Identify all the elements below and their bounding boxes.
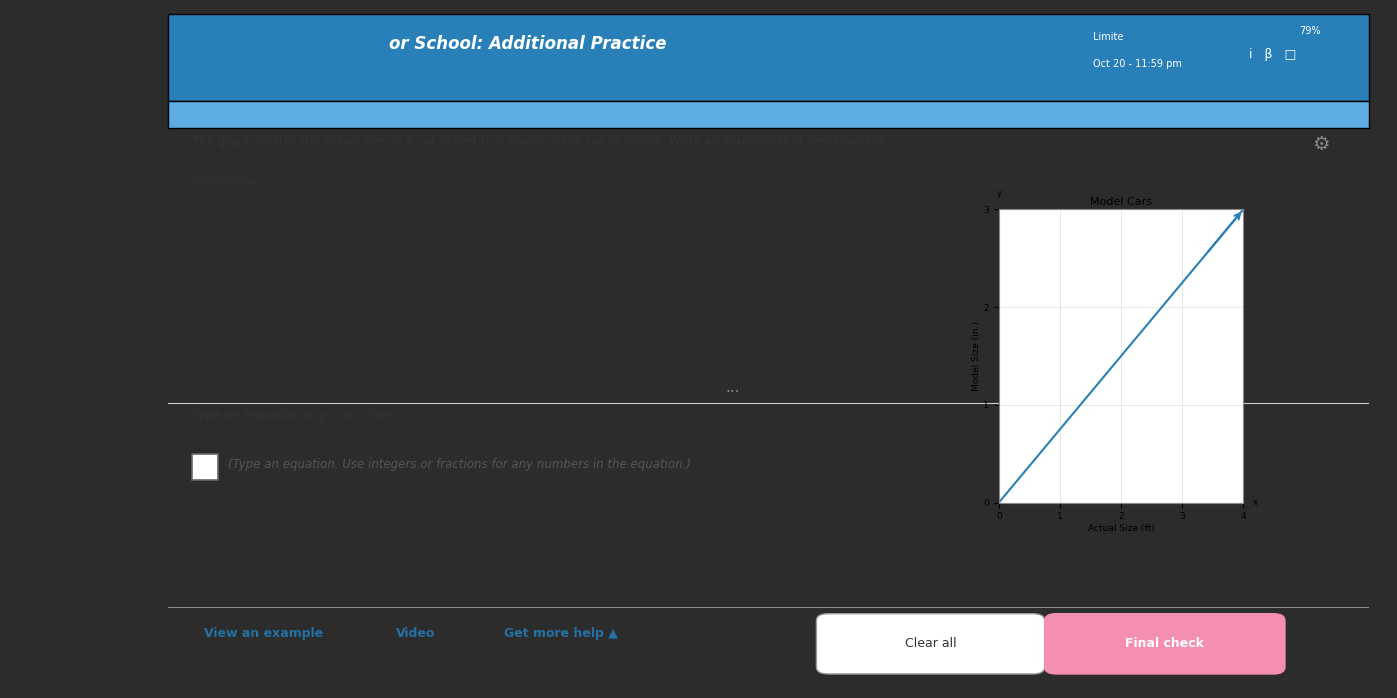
X-axis label: Actual Size (ft): Actual Size (ft) <box>1088 524 1154 533</box>
FancyBboxPatch shape <box>816 614 1045 674</box>
Y-axis label: Model Size (in.): Model Size (in.) <box>971 321 981 391</box>
Text: ···: ··· <box>725 385 739 400</box>
FancyBboxPatch shape <box>168 101 1369 128</box>
Title: Model Cars: Model Cars <box>1090 198 1153 207</box>
Text: Final check: Final check <box>1126 637 1204 651</box>
Text: Video: Video <box>395 628 436 640</box>
Text: relationship.: relationship. <box>191 174 265 188</box>
FancyBboxPatch shape <box>1045 614 1285 674</box>
Text: Limite: Limite <box>1092 32 1123 43</box>
Text: x: x <box>1253 498 1257 507</box>
Text: Oct 20 - 11:59 pm: Oct 20 - 11:59 pm <box>1092 59 1182 69</box>
Text: ⚙: ⚙ <box>1312 135 1330 154</box>
Text: y: y <box>996 188 1002 198</box>
Text: Get more help ▲: Get more help ▲ <box>504 628 617 640</box>
Text: Clear all: Clear all <box>905 637 957 651</box>
Text: 79%: 79% <box>1299 26 1322 36</box>
Text: (Type an equation. Use integers or fractions for any numbers in the equation.): (Type an equation. Use integers or fract… <box>228 458 690 470</box>
Text: or School: Additional Practice: or School: Additional Practice <box>390 35 666 53</box>
Text: The graph relates the actual size of a car in feet to a model of the car in inch: The graph relates the actual size of a c… <box>191 135 886 147</box>
Text: i   β   □: i β □ <box>1249 47 1296 61</box>
Text: View an example: View an example <box>204 628 323 640</box>
Bar <box>191 454 218 480</box>
Text: Type an equation in y = mx form.: Type an equation in y = mx form. <box>191 409 401 422</box>
FancyBboxPatch shape <box>168 14 1369 101</box>
